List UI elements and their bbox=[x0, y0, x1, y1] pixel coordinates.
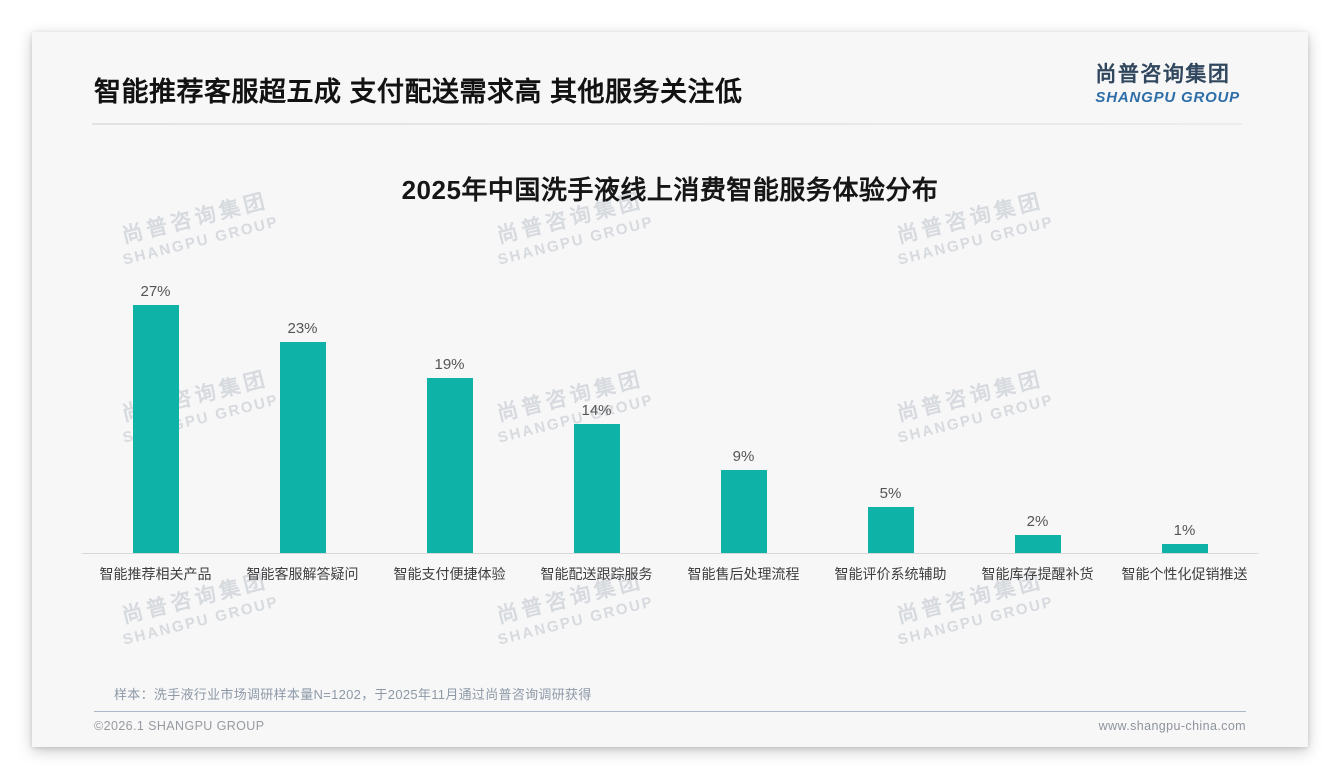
bar bbox=[1014, 535, 1061, 553]
category-label: 智能库存提醒补货 bbox=[981, 566, 1094, 582]
sample-note: 样本：洗手液行业市场调研样本量N=1202，于2025年11月通过尚普咨询调研获… bbox=[114, 687, 592, 702]
bar-value-label: 19% bbox=[434, 356, 465, 373]
category-label: 智能售后处理流程 bbox=[687, 566, 800, 582]
brand-logo-en: SHANGPU GROUP bbox=[1095, 89, 1240, 106]
x-axis-labels: 智能推荐相关产品 智能客服解答疑问 智能支付便捷体验 智能配送跟踪服务 智能售后处理流程… bbox=[82, 564, 1258, 584]
category-label: 智能推荐相关产品 bbox=[99, 566, 212, 582]
bar-slot: 1% bbox=[1111, 263, 1258, 553]
x-axis-line bbox=[82, 553, 1258, 554]
bar-value-label: 2% bbox=[1026, 513, 1049, 530]
category-label: 智能个性化促销推送 bbox=[1121, 566, 1248, 582]
bar-value-label: 23% bbox=[287, 320, 318, 337]
footer: ©2026.1 SHANGPU GROUP www.shangpu-china.… bbox=[94, 719, 1246, 733]
bar bbox=[867, 507, 914, 553]
bar-value-label: 9% bbox=[732, 448, 755, 465]
bar-value-label: 27% bbox=[140, 283, 171, 300]
bar-slot: 9% bbox=[670, 263, 817, 553]
bar bbox=[426, 378, 473, 553]
brand-watermark-en: SHANGPU GROUP bbox=[121, 593, 281, 649]
brand-logo: 尚普咨询集团 SHANGPU GROUP bbox=[1095, 58, 1240, 106]
bar-slot: 19% bbox=[376, 263, 523, 553]
bar bbox=[132, 305, 179, 553]
chart-title: 2025年中国洗手液线上消费智能服务体验分布 bbox=[401, 175, 939, 205]
bar bbox=[279, 342, 326, 553]
brand-watermark-en: SHANGPU GROUP bbox=[896, 213, 1056, 269]
category-label: 智能支付便捷体验 bbox=[393, 566, 506, 582]
copyright-text: ©2026.1 SHANGPU GROUP bbox=[94, 719, 265, 733]
category-label: 智能评价系统辅助 bbox=[834, 566, 947, 582]
category-label: 智能客服解答疑问 bbox=[246, 566, 359, 582]
bar-slot: 23% bbox=[229, 263, 376, 553]
footer-divider bbox=[94, 711, 1246, 712]
title-divider bbox=[92, 123, 1242, 125]
bar-value-label: 5% bbox=[879, 485, 902, 502]
bar bbox=[1161, 544, 1208, 553]
bar bbox=[573, 424, 620, 553]
bar-slot: 2% bbox=[964, 263, 1111, 553]
bar-slot: 14% bbox=[523, 263, 670, 553]
brand-watermark-en: SHANGPU GROUP bbox=[496, 593, 656, 649]
bar bbox=[720, 470, 767, 553]
bar-chart-plot-area: 27% 23% 19% 14% 9% 5% 2% 1% bbox=[82, 263, 1258, 553]
brand-watermark-en: SHANGPU GROUP bbox=[896, 593, 1056, 649]
website-link[interactable]: www.shangpu-china.com bbox=[1098, 719, 1246, 733]
bar-value-label: 1% bbox=[1173, 522, 1196, 539]
bar-value-label: 14% bbox=[581, 402, 612, 419]
brand-watermark-en: SHANGPU GROUP bbox=[121, 213, 281, 269]
bar-slot: 5% bbox=[817, 263, 964, 553]
brand-watermark-en: SHANGPU GROUP bbox=[496, 213, 656, 269]
report-card: 尚普咨询集团 SHANGPU GROUP 尚普咨询集团 SHANGPU GROUP 尚普… bbox=[32, 32, 1308, 747]
bar-slot: 27% bbox=[82, 263, 229, 553]
category-label: 智能配送跟踪服务 bbox=[540, 566, 653, 582]
brand-logo-cn: 尚普咨询集团 bbox=[1095, 63, 1231, 86]
page-title: 智能推荐客服超五成 支付配送需求高 其他服务关注低 bbox=[94, 77, 743, 107]
